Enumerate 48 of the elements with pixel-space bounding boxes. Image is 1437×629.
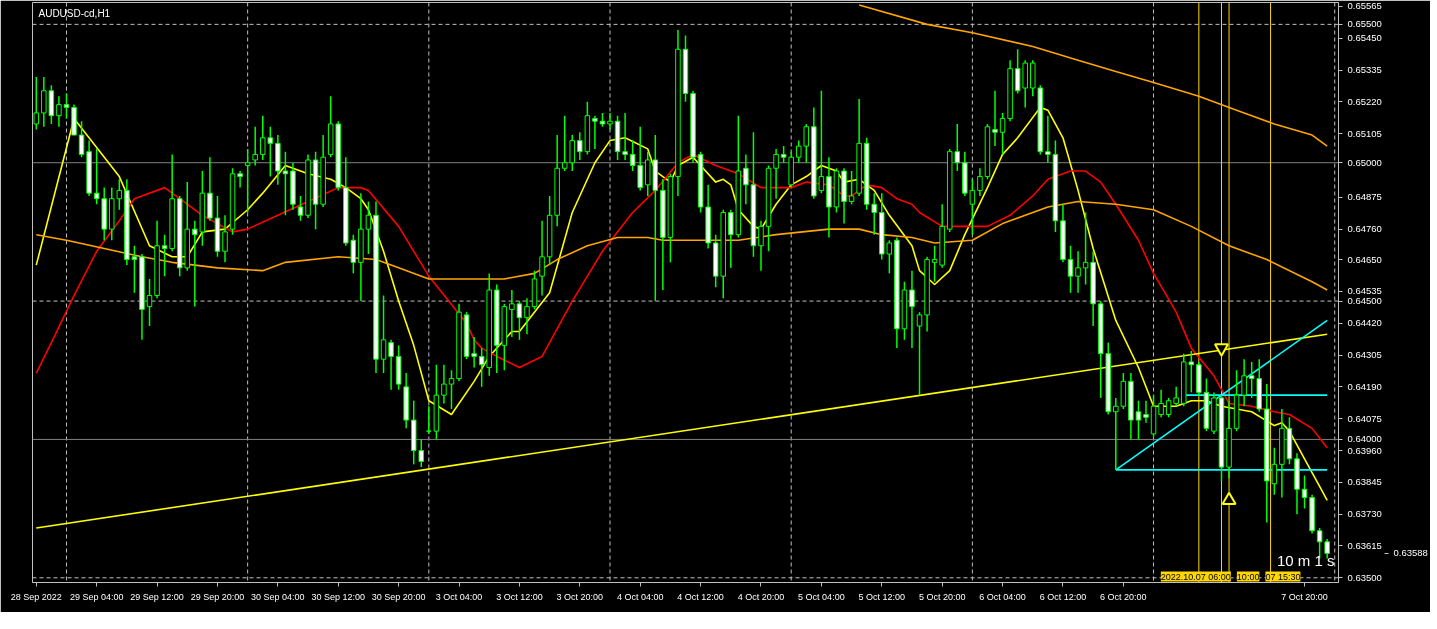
x-tick-label: 30 Sep 12:00 [311,591,366,602]
annotation: 2022.10.07 06:00 [1160,571,1231,582]
x-tick-label: 3 Oct 12:00 [496,591,543,602]
y-tick-label: 0.64875 [1347,191,1382,203]
y-tick-label: 0.63500 [1347,571,1382,583]
x-tick-label: 3 Oct 20:00 [556,591,604,602]
y-tick-label: 0.65500 [1347,18,1382,30]
y-tick-label: 0.65000 [1347,156,1382,168]
x-tick-label: 29 Sep 20:00 [190,591,245,602]
y-tick-label: 0.64305 [1347,349,1382,361]
annotation: 10 m 1 s [1276,551,1335,569]
x-tick-label: 6 Oct 20:00 [1100,591,1147,602]
y-tick-label: 0.64075 [1347,412,1382,424]
x-tick-label: 3 Oct 04:00 [435,591,483,602]
x-tick-label: 5 Oct 20:00 [918,591,966,602]
x-tick-label: 6 Oct 04:00 [979,591,1026,602]
x-tick-label: 28 Sep 2022 [10,591,62,602]
y-tick-label: 0.63845 [1347,476,1382,488]
y-tick-label: 0.64500 [1347,295,1382,307]
x-tick-label: 6 Oct 12:00 [1039,591,1087,602]
y-tick-label: 0.64000 [1347,433,1382,445]
annotation: 10:00 [1236,571,1260,582]
x-tick-label: 4 Oct 04:00 [616,591,664,602]
x-tick-label: 7 Oct 20:00 [1281,591,1328,602]
x-tick-label: 30 Sep 04:00 [251,591,305,602]
y-tick-label: 0.65450 [1347,32,1382,44]
x-tick-label: 30 Sep 20:00 [371,591,426,602]
text: AUDUSD-cd,H1 [38,7,111,19]
y-tick-label: 0.65335 [1347,64,1382,76]
text: 0.63588 [1393,547,1428,559]
x-tick-label: 29 Sep 04:00 [69,591,124,602]
y-tick-label: 0.64650 [1347,253,1382,265]
y-tick-label: 0.64420 [1347,317,1382,329]
annotation: 07 15:30 [1265,571,1301,582]
x-tick-label: 5 Oct 12:00 [858,591,906,602]
x-tick-label: 5 Oct 04:00 [798,591,845,602]
y-tick-label: 0.63615 [1347,539,1382,551]
y-tick-label: 0.64535 [1347,285,1382,297]
y-tick-label: 0.63730 [1347,508,1382,520]
x-tick-label: 29 Sep 12:00 [130,591,184,602]
y-tick-label: 0.65105 [1347,127,1382,139]
y-tick-label: 0.65220 [1347,95,1382,107]
y-tick-label: 0.64760 [1347,223,1382,235]
y-tick-label: 0.63960 [1347,444,1382,456]
y-tick-label: 0.64190 [1347,380,1382,392]
x-tick-label: 4 Oct 12:00 [677,591,724,602]
x-tick-label: 4 Oct 20:00 [737,591,785,602]
y-tick-label: 0.65565 [1347,0,1382,12]
